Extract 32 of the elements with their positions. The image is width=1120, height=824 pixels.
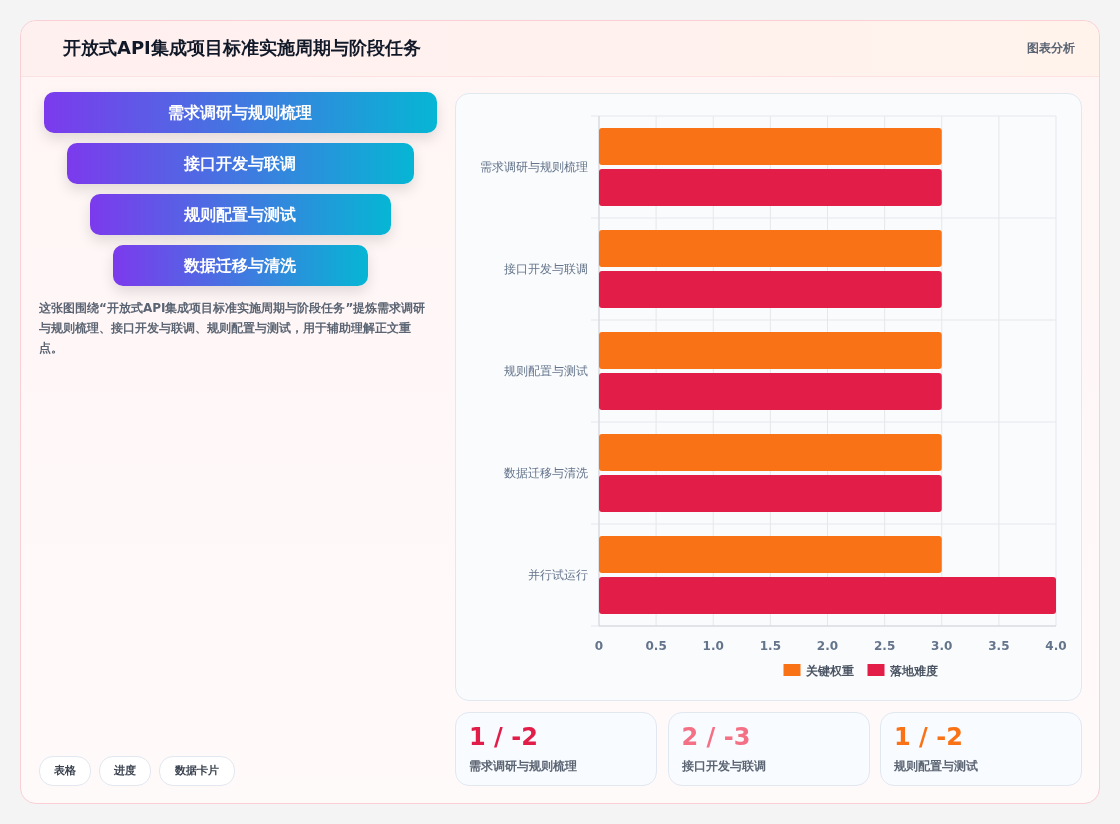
legend-label: 关键权重 — [804, 664, 854, 678]
y-tick-label: 并行试运行 — [528, 568, 588, 582]
text: 接口开发与联调 — [66, 143, 414, 184]
x-tick-label: 3.5 — [988, 639, 1010, 653]
legend-label: 落地难度 — [888, 664, 938, 678]
x-tick-label: 0.5 — [645, 639, 667, 653]
text: 1 / -2 — [469, 723, 538, 751]
text: 规则配置与测试 — [89, 194, 391, 235]
text: 需求调研与规则梳理 — [43, 92, 437, 133]
x-tick-label: 2.0 — [816, 639, 839, 653]
text: 接口开发与联调 — [681, 758, 766, 775]
x-tick-label: 4.0 — [1045, 639, 1067, 653]
text: 表格 — [39, 756, 91, 786]
y-tick-label: 需求调研与规则梳理 — [480, 160, 588, 174]
text: 规则配置与测试 — [894, 758, 978, 775]
text: 2 / -3 — [681, 723, 751, 751]
x-tick-label: 1.0 — [702, 639, 724, 653]
text: 开放式API集成项目标准实施周期与阶段任务 — [63, 36, 421, 60]
x-tick-label: 0 — [594, 639, 604, 653]
x-tick-label: 1.5 — [759, 639, 782, 653]
y-tick-label: 规则配置与测试 — [504, 364, 588, 378]
x-tick-label: 3.0 — [931, 639, 953, 653]
text: 这张图围绕“开放式API集成项目标准实施周期与阶段任务”提炼需求调研与规则梳理、接口开发与联调、规则配置与测试，用于辅助理解正文重点。 — [39, 300, 427, 357]
y-tick-label: 接口开发与联调 — [504, 262, 588, 276]
y-tick-label: 数据迁移与清洗 — [504, 466, 588, 480]
text: 数据迁移与清洗 — [112, 245, 368, 286]
text: 数据卡片 — [159, 756, 235, 786]
text: 1 / -2 — [894, 723, 963, 751]
text: 图表分析 — [1027, 40, 1076, 57]
text: 进度 — [99, 756, 151, 786]
text: 需求调研与规则梳理 — [469, 758, 577, 775]
x-tick-label: 2.5 — [873, 639, 896, 653]
